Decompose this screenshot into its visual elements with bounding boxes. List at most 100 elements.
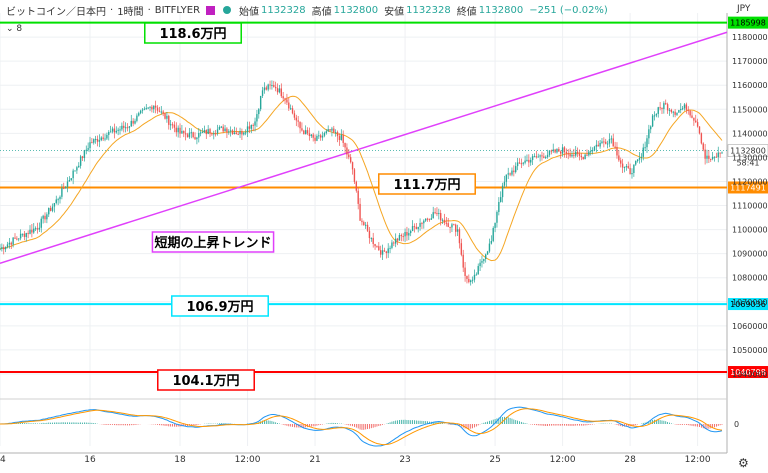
candle-body [363, 222, 365, 225]
candle-body [263, 87, 266, 91]
candle-body [580, 155, 583, 158]
candle-body [485, 254, 487, 260]
level-price-tag [728, 366, 768, 379]
candle-body [402, 236, 404, 238]
candle-body [231, 130, 234, 135]
candle-body [192, 132, 194, 138]
candle-body [462, 254, 464, 268]
candle-body [595, 144, 598, 147]
candle-body [443, 219, 446, 223]
candle-body [621, 163, 624, 168]
candle-body [269, 84, 271, 86]
candle-body [631, 172, 633, 175]
candle-body [316, 135, 318, 141]
candle-body [638, 157, 641, 160]
candle-body [91, 142, 93, 144]
candle-body [104, 138, 106, 140]
candle-body [44, 215, 46, 220]
horizontal-levels: 1185998 1117491 1069036 1040798 1132800 58:41 [0, 16, 768, 379]
candle-body [560, 151, 562, 154]
candle-body [348, 154, 350, 158]
candle-body [408, 233, 410, 236]
candle-body [648, 129, 650, 139]
candle-body [284, 98, 286, 100]
candle-body [453, 224, 455, 226]
candle-body [680, 109, 682, 111]
candle-body [12, 237, 14, 245]
time-tick-label: 16 [84, 455, 96, 465]
candle-body [248, 126, 251, 129]
candle-body [483, 259, 485, 262]
candle-body [220, 126, 222, 128]
candle-body [629, 167, 631, 175]
candle-body [644, 147, 646, 149]
candle-body [515, 166, 517, 173]
candle-body [19, 233, 22, 239]
candle-body [655, 113, 658, 116]
candle-body [421, 223, 423, 225]
price-tick-label: 1120000 [732, 177, 768, 186]
candle-body [89, 142, 91, 149]
candle-body [51, 206, 54, 211]
candle-body [276, 88, 279, 93]
candle-body [582, 157, 584, 160]
candle-body [38, 227, 41, 230]
candle-body [719, 152, 721, 154]
indicator-toggle[interactable]: ⌄ 8 [6, 24, 23, 34]
candle-body [466, 276, 468, 279]
candle-body [438, 213, 440, 215]
candle-body [524, 160, 526, 163]
candle-body [119, 129, 121, 131]
candle-body [633, 164, 635, 173]
candle-body [312, 134, 314, 138]
candle-body [258, 109, 260, 115]
countdown-label: 58:41 [736, 159, 759, 168]
level-price-label: 1185998 [730, 19, 766, 28]
candle-body [63, 187, 65, 189]
price-tick-label: 1090000 [732, 250, 768, 259]
candle-body [668, 109, 671, 111]
ma-line [0, 95, 723, 262]
candle-body [250, 124, 252, 129]
candle-body [374, 243, 376, 247]
candle-body [209, 129, 211, 134]
time-tick-label: 18 [174, 455, 186, 465]
flag-icon[interactable] [206, 5, 216, 15]
candle-body [522, 162, 524, 164]
candle-body [569, 154, 571, 157]
price-tick-label: 1170000 [732, 57, 768, 66]
candle-body [323, 133, 326, 136]
candle-body [545, 157, 547, 159]
candle-body [87, 148, 89, 150]
candle-body [21, 233, 24, 235]
candle-body [406, 231, 408, 236]
high-value: 1132800 [333, 4, 379, 16]
interval-label[interactable]: 1時間 [117, 6, 144, 18]
annotation-label: 106.9万円 [186, 300, 253, 315]
candle-body [381, 250, 384, 255]
candle-body [164, 113, 166, 119]
low-value: 1132328 [406, 4, 451, 16]
candle-body [115, 130, 117, 133]
candle-body [59, 196, 61, 200]
signal-line [0, 408, 723, 446]
candle-body [188, 132, 191, 138]
level-price-tag [728, 16, 768, 29]
candle-body [533, 156, 536, 158]
candle-body [539, 155, 541, 157]
candle-body [100, 137, 102, 141]
symbol-name[interactable]: ビットコイン／日本円 [6, 6, 106, 18]
level-price-label: 1117491 [730, 183, 766, 192]
candle-body [123, 125, 125, 128]
candle-body [81, 156, 84, 159]
candle-body [387, 248, 389, 253]
gear-icon[interactable]: ⚙ [738, 456, 749, 470]
candle-body [372, 237, 374, 244]
candle-body [214, 133, 217, 135]
candle-body [179, 127, 181, 134]
candle-body [355, 181, 358, 191]
close-label: 終値 [456, 6, 477, 18]
candle-body [338, 136, 341, 140]
candle-body [293, 113, 296, 118]
